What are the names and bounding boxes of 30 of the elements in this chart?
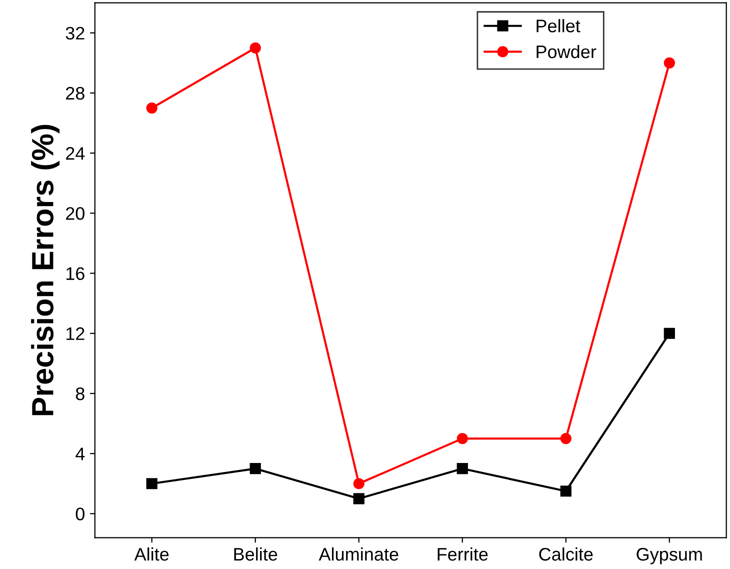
y-tick-label: 32 — [66, 26, 84, 40]
x-tick-label: Belite — [234, 547, 278, 561]
point — [664, 57, 675, 68]
x-tick-label: Ferrite — [438, 547, 488, 561]
y-tick-label: 20 — [66, 207, 84, 220]
y-tick-label: 0 — [76, 508, 84, 520]
point — [664, 328, 675, 339]
y-tick-label: 12 — [66, 327, 84, 340]
y-tick-label: 8 — [76, 387, 84, 400]
point — [353, 478, 364, 490]
point — [250, 463, 261, 474]
x-tick-label: Gypsum — [636, 548, 702, 564]
legend-label: Pellet — [536, 19, 580, 32]
point — [560, 486, 572, 497]
y-tick-label: 24 — [66, 147, 85, 160]
y-tick-label: 4 — [76, 448, 85, 460]
y-tick-label: 16 — [66, 267, 84, 280]
x-tick-label: Alite — [134, 547, 169, 561]
x-tick-label: Calcite — [539, 547, 593, 561]
point — [560, 432, 572, 444]
point — [146, 102, 158, 114]
point — [353, 493, 364, 504]
point — [456, 432, 468, 444]
x-tick-label: Aluminate — [318, 547, 398, 561]
legend-label: Powder — [536, 44, 596, 58]
y-axis-title: Precision Errors (%) — [31, 124, 60, 416]
point — [146, 478, 158, 490]
y-tick-label: 28 — [66, 86, 84, 100]
point — [250, 42, 261, 54]
point — [456, 463, 468, 474]
